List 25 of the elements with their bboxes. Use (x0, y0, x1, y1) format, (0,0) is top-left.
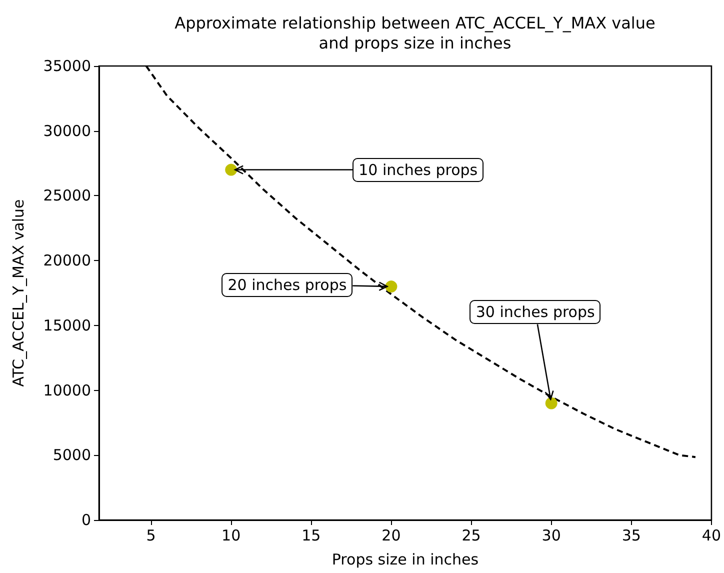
y-tick-label: 5000 (52, 446, 91, 464)
chart-title: Approximate relationship between ATC_ACCEL_Y_MAX value and props size in inches (174, 14, 656, 52)
point (545, 397, 558, 410)
y-tick-label: 15000 (43, 316, 91, 334)
x-axis-title: Props size in inches (332, 550, 479, 568)
x-tick-label: 20 (382, 526, 401, 544)
x-tick-label: 5 (146, 526, 156, 544)
y-tick-label: 20000 (43, 252, 91, 270)
x-tick-label: 10 (222, 526, 241, 544)
point (225, 164, 238, 176)
x-tick-label: 35 (622, 526, 641, 544)
point (385, 280, 398, 293)
y-axis-title: ATC_ACCEL_Y_MAX value (10, 199, 28, 387)
x-tick-label: 40 (702, 526, 722, 544)
y-tick-label: 25000 (43, 186, 91, 205)
y-tick-label: 10000 (43, 381, 91, 400)
x-tick-label: 15 (302, 526, 321, 544)
y-tick-label: 30000 (43, 122, 91, 140)
y-tick-label: 0 (81, 511, 91, 529)
annotation: 10 inches props (352, 158, 484, 182)
annotation: 20 inches props (222, 272, 353, 296)
annotation: 30 inches props (470, 300, 601, 324)
x-tick-label: 30 (542, 526, 561, 544)
x-tick-label: 25 (462, 526, 481, 544)
y-tick-label: 35000 (43, 57, 91, 75)
